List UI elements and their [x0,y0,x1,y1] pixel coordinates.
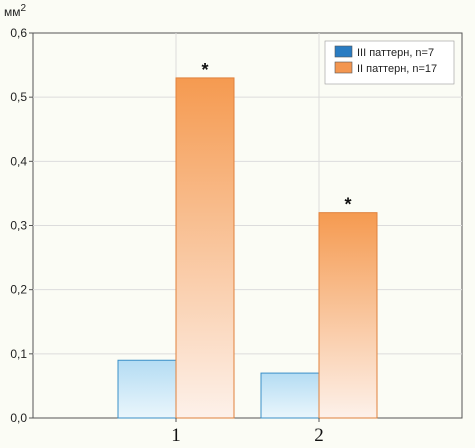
bar-s0-2 [260,372,320,419]
bar-s1-1 [175,77,235,419]
bar-s0-1 [117,359,177,419]
y-tick-label: 0,6 [10,26,27,40]
legend-label: II паттерн, n=17 [357,63,437,75]
x-tick-label: 2 [314,425,324,446]
y-axis: 0,0 0,1 0,2 0,3 0,4 0,5 0,6 [10,26,33,425]
legend: III паттерн, n=7 II паттерн, n=17 [324,40,455,85]
x-tick-label: 1 [171,425,181,446]
significance-marker: * [201,60,208,80]
bar-s1-2 [318,212,378,419]
significance-marker: * [344,195,351,215]
y-tick-label: 0,5 [10,90,27,104]
y-tick-label: 0,2 [10,283,27,297]
bars: ** [117,60,378,419]
y-tick-label: 0,0 [10,411,27,425]
y-tick-label: 0,1 [10,347,27,361]
y-axis-label: мм2 [4,3,27,19]
y-tick-label: 0,3 [10,219,27,233]
legend-swatch [334,61,353,74]
y-tick-label: 0,4 [10,154,27,168]
legend-label: III паттерн, n=7 [357,47,434,59]
legend-swatch [334,45,353,58]
